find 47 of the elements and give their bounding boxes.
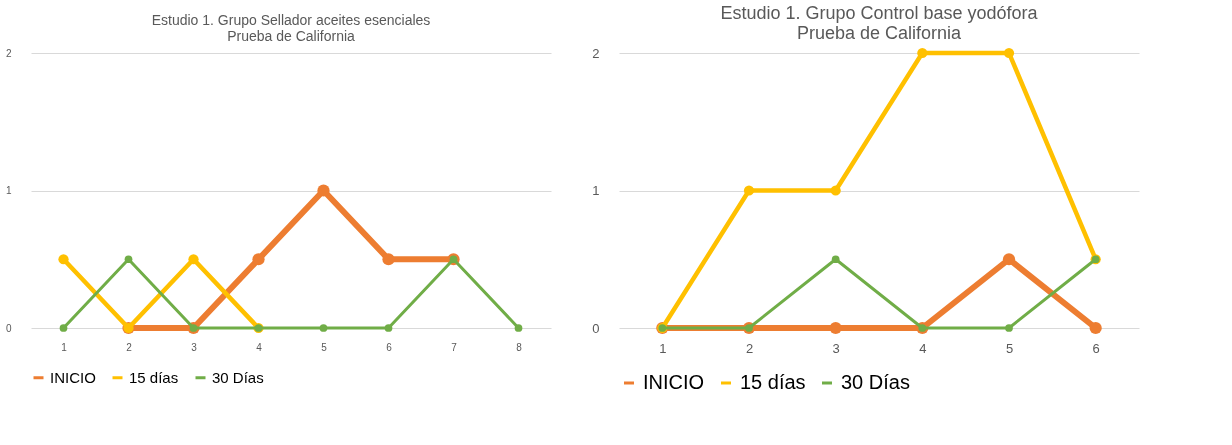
- y-tick-label: 2: [592, 45, 600, 61]
- y-tick-label: 2: [5, 47, 12, 59]
- point: [317, 184, 330, 197]
- y-tick-label: 1: [592, 183, 600, 198]
- legend-label: 30 Días: [212, 368, 264, 386]
- point: [1002, 253, 1016, 266]
- x-tick-label: 3: [832, 340, 840, 356]
- legend-label: 15 días: [129, 368, 179, 386]
- x-tick-label: 6: [1092, 340, 1100, 356]
- point: [58, 254, 69, 265]
- x-tick-label: 2: [745, 340, 754, 356]
- x-tick-label: 7: [451, 341, 458, 353]
- legend-label: INICIO: [643, 371, 705, 393]
- point: [1003, 47, 1015, 59]
- point: [743, 185, 755, 196]
- legend-label: INICIO: [50, 368, 96, 386]
- point: [514, 324, 523, 332]
- x-tick-label: 6: [386, 341, 393, 353]
- x-tick-label: 1: [659, 340, 667, 356]
- x-tick-label: 4: [256, 341, 263, 353]
- x-tick-label: 3: [191, 341, 198, 353]
- point: [382, 253, 395, 266]
- point: [124, 255, 133, 264]
- point: [1005, 324, 1013, 332]
- legend-label: 15 días: [740, 371, 806, 393]
- chart-title: Estudio 1. Grupo Control base yodófora Prueba de California: [720, 3, 1039, 43]
- y-tick-label: 0: [5, 322, 12, 334]
- point: [188, 254, 199, 265]
- y-tick-label: 0: [592, 320, 600, 336]
- x-tick-label: 8: [516, 341, 523, 353]
- point: [831, 255, 840, 264]
- x-tick-label: 5: [1005, 340, 1014, 356]
- x-tick-label: 1: [61, 341, 68, 353]
- point: [384, 324, 393, 332]
- point: [252, 253, 265, 266]
- point: [319, 324, 328, 332]
- y-tick-label: 1: [5, 185, 12, 196]
- point: [917, 47, 928, 59]
- point: [1089, 321, 1102, 335]
- point: [59, 324, 68, 332]
- point: [830, 185, 841, 196]
- x-tick-label: 2: [126, 341, 133, 353]
- chart-title: Estudio 1. Grupo Sellador aceites esenciales Prueba de California: [151, 12, 431, 44]
- point: [829, 321, 842, 335]
- x-tick-label: 4: [919, 340, 927, 356]
- x-tick-label: 5: [321, 341, 328, 353]
- legend-label: 30 Días: [841, 371, 910, 393]
